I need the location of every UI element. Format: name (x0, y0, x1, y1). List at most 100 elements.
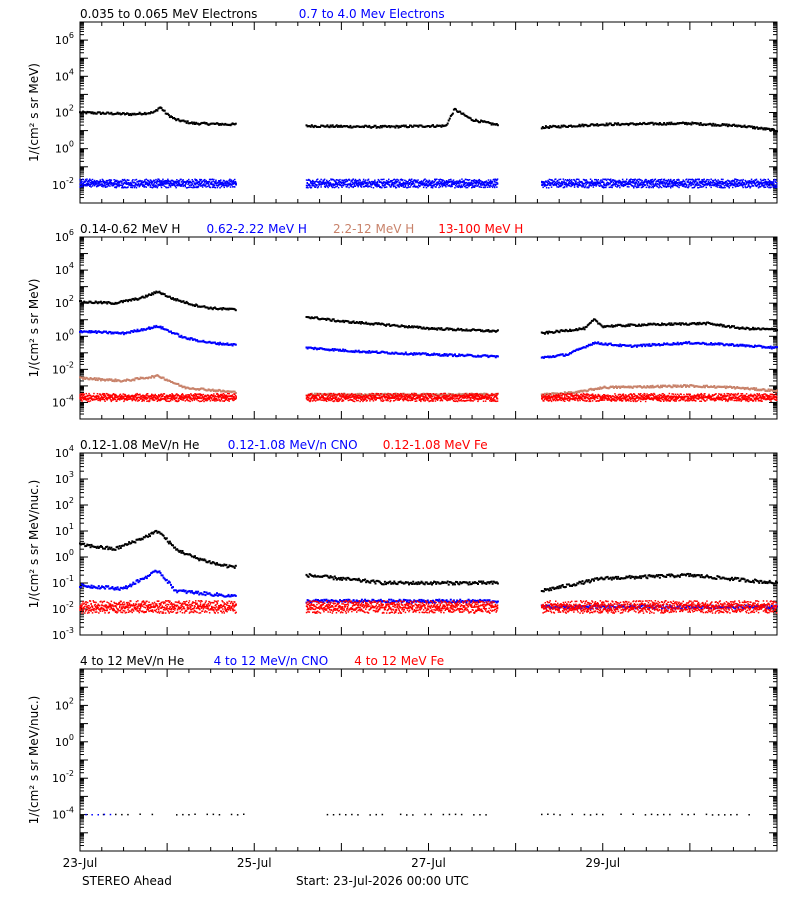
data-point (194, 186, 196, 188)
data-point (734, 182, 736, 184)
data-point (693, 342, 696, 345)
data-point (422, 182, 424, 185)
data-point (657, 183, 659, 186)
data-point (180, 119, 183, 122)
data-point (184, 185, 186, 188)
data-point (182, 119, 185, 122)
data-point (551, 331, 554, 334)
data-point (770, 186, 772, 188)
data-point (104, 182, 106, 184)
data-point (581, 346, 584, 349)
data-point (105, 378, 108, 381)
data-point (723, 185, 726, 187)
data-point (599, 123, 602, 126)
data-point (181, 181, 183, 183)
data-point (718, 324, 721, 327)
data-point (597, 322, 600, 325)
data-point (153, 325, 156, 328)
data-point (570, 182, 572, 184)
data-point (169, 180, 172, 183)
data-point (629, 180, 631, 183)
data-point (226, 342, 229, 345)
data-point (617, 180, 620, 183)
data-point (415, 179, 417, 182)
data-point (205, 179, 207, 182)
data-point (496, 186, 498, 188)
data-point (137, 183, 140, 185)
data-point (197, 122, 200, 125)
data-point (229, 181, 231, 183)
data-point (484, 330, 487, 333)
data-point (122, 299, 125, 302)
data-point (597, 179, 599, 181)
data-point (332, 349, 335, 352)
data-point (490, 123, 493, 126)
data-point (727, 185, 730, 188)
data-point (383, 351, 386, 354)
data-point (452, 354, 455, 357)
data-point (599, 180, 602, 182)
data-point (473, 179, 476, 181)
data-point (640, 182, 642, 184)
data-point (716, 180, 718, 183)
data-point (739, 343, 742, 346)
data-point (358, 178, 361, 181)
data-point (407, 184, 409, 187)
data-point (731, 181, 733, 183)
data-point (704, 124, 707, 126)
data-point (469, 182, 472, 184)
data-point (195, 179, 197, 182)
data-point (342, 319, 345, 322)
data-point (471, 185, 474, 187)
data-point (733, 179, 735, 182)
data-point (764, 179, 767, 181)
data-point (735, 178, 737, 181)
data-point (541, 331, 544, 334)
data-point (201, 305, 204, 308)
data-point (576, 125, 579, 128)
data-point (211, 178, 214, 180)
data-point (154, 326, 157, 329)
data-point (141, 329, 144, 332)
data-point (645, 343, 648, 346)
data-point (393, 125, 396, 128)
data-point (422, 181, 424, 183)
data-point (129, 331, 132, 334)
data-point (151, 181, 154, 184)
data-point (429, 353, 432, 356)
data-point (717, 342, 720, 345)
data-point (667, 178, 670, 181)
data-point (118, 379, 121, 382)
data-point (474, 182, 476, 185)
data-point (496, 183, 499, 185)
data-point (461, 185, 464, 188)
data-point (636, 344, 639, 347)
data-point (600, 342, 603, 345)
data-point (667, 179, 669, 182)
data-point (386, 182, 389, 185)
data-point (226, 182, 228, 185)
data-point (489, 122, 492, 125)
data-point (470, 354, 473, 357)
data-point (191, 338, 194, 341)
data-point (141, 295, 144, 298)
data-point (440, 183, 442, 185)
data-point (595, 319, 598, 322)
data-point (313, 185, 315, 187)
data-point (565, 183, 567, 185)
data-point (93, 377, 96, 380)
data-point (471, 182, 473, 184)
data-point (365, 124, 368, 127)
data-point (443, 183, 446, 186)
data-point (618, 345, 621, 348)
data-point (150, 376, 153, 379)
data-point (635, 185, 637, 187)
data-point (563, 354, 566, 357)
y-tick-label: 102 (55, 294, 74, 310)
data-point (469, 117, 472, 120)
data-point (116, 302, 119, 305)
data-point (395, 351, 398, 354)
data-point (417, 125, 420, 128)
data-point (386, 125, 388, 128)
data-point (627, 323, 630, 326)
